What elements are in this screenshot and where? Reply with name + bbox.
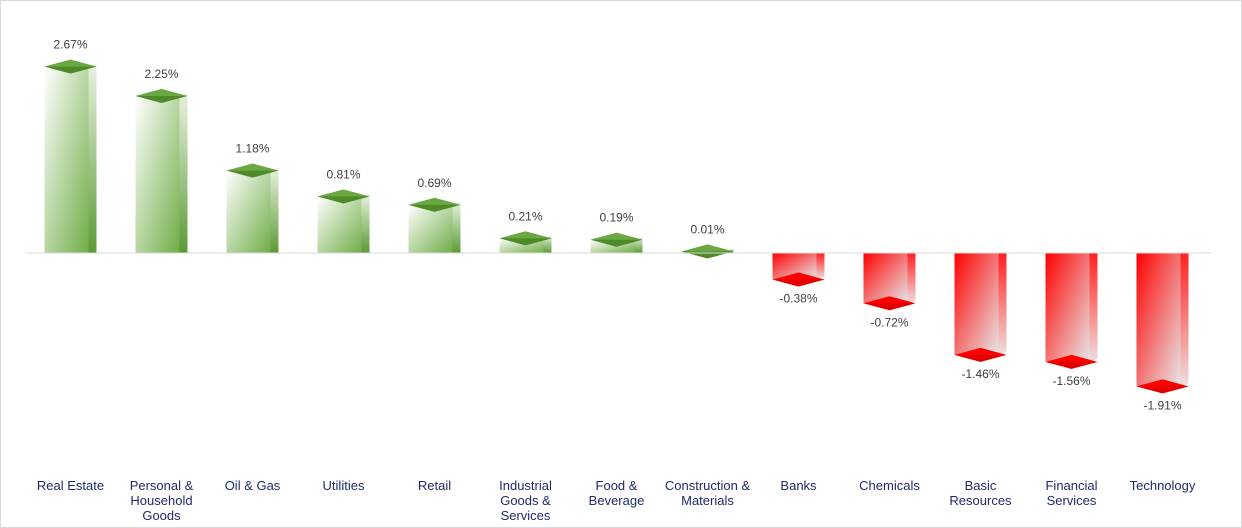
bar-side-retail <box>452 201 461 253</box>
bar-cap-highlight-food-and-beverage <box>590 232 643 240</box>
data-label-oil-and-gas: 1.18% <box>235 142 269 156</box>
bar-basic-resources <box>954 253 1007 362</box>
bar-retail <box>408 197 461 253</box>
bar-utilities <box>317 189 370 253</box>
bar-cap-shade-technology <box>1136 386 1189 394</box>
bar-side-chemicals <box>907 253 916 304</box>
category-label-technology: Technology <box>1129 478 1196 493</box>
category-label-basic-resources: Basic Resources <box>949 478 1012 508</box>
category-label-banks: Banks <box>780 478 817 493</box>
bar-side-oil-and-gas <box>270 167 279 253</box>
bar-front-utilities <box>317 196 362 253</box>
bar-cap-highlight-industrial-goods-and-services <box>499 231 552 239</box>
bar-cap-highlight-utilities <box>317 189 370 197</box>
bar-side-financial-services <box>1089 253 1098 362</box>
bar-oil-and-gas <box>226 163 279 253</box>
bar-front-chemicals <box>863 253 908 304</box>
bar-side-banks <box>816 253 825 280</box>
bar-cap-highlight-retail <box>408 197 461 205</box>
data-label-utilities: 0.81% <box>326 167 360 181</box>
data-label-banks: -0.38% <box>779 292 817 306</box>
category-label-financial-services: Financial Services <box>1045 478 1098 508</box>
data-label-industrial-goods-and-services: 0.21% <box>508 209 542 223</box>
bar-personal-and-household-goods <box>135 88 188 253</box>
data-label-food-and-beverage: 0.19% <box>599 211 633 225</box>
category-label-utilities: Utilities <box>322 478 365 493</box>
bar-front-technology <box>1136 253 1181 387</box>
bar-side-technology <box>1180 253 1189 387</box>
bar-front-real-estate <box>44 66 89 253</box>
bar-chemicals <box>863 253 916 311</box>
category-label-retail: Retail <box>417 478 452 493</box>
bar-industrial-goods-and-services <box>499 231 552 253</box>
bar-cap-highlight-personal-and-household-goods <box>135 88 188 96</box>
category-label-industrial-goods-and-services: Industrial Goods & Services <box>499 478 552 523</box>
bar-food-and-beverage <box>590 232 643 253</box>
data-label-basic-resources: -1.46% <box>961 367 999 381</box>
bar-front-financial-services <box>1045 253 1090 362</box>
bar-front-retail <box>408 204 453 253</box>
data-label-chemicals: -0.72% <box>870 315 908 329</box>
bar-technology <box>1136 253 1189 394</box>
bar-cap-shade-chemicals <box>863 303 916 311</box>
bar-cap-highlight-real-estate <box>44 59 97 67</box>
bar-banks <box>772 253 825 287</box>
category-label-oil-and-gas: Oil & Gas <box>224 478 281 493</box>
bar-cap-highlight-oil-and-gas <box>226 163 279 171</box>
bar-construction-and-materials <box>681 244 734 259</box>
bar-cap-shade-financial-services <box>1045 361 1098 369</box>
category-label-food-and-beverage: Food & Beverage <box>588 478 645 508</box>
data-label-financial-services: -1.56% <box>1052 374 1090 388</box>
data-label-personal-and-household-goods: 2.25% <box>144 67 178 81</box>
data-label-retail: 0.69% <box>417 176 451 190</box>
bar-real-estate <box>44 59 97 253</box>
category-label-construction-and-materials: Construction & Materials <box>664 478 751 508</box>
data-label-construction-and-materials: 0.01% <box>690 223 724 237</box>
bar-cap-shade-banks <box>772 279 825 287</box>
bar-side-personal-and-household-goods <box>179 92 188 253</box>
bar-front-basic-resources <box>954 253 999 355</box>
category-label-personal-and-household-goods: Personal & Household Goods <box>129 478 194 523</box>
bar-financial-services <box>1045 253 1098 369</box>
bar-side-real-estate <box>88 63 97 253</box>
bar-cap-highlight-construction-and-materials <box>681 244 734 252</box>
bar-side-utilities <box>361 193 370 253</box>
category-label-real-estate: Real Estate <box>36 478 105 493</box>
data-label-real-estate: 2.67% <box>53 38 87 52</box>
category-label-chemicals: Chemicals <box>859 478 920 493</box>
bar-side-basic-resources <box>998 253 1007 355</box>
bar-cap-shade-basic-resources <box>954 354 1007 362</box>
data-label-technology: -1.91% <box>1143 398 1181 412</box>
bar-front-oil-and-gas <box>226 170 271 253</box>
bar-front-personal-and-household-goods <box>135 95 180 253</box>
